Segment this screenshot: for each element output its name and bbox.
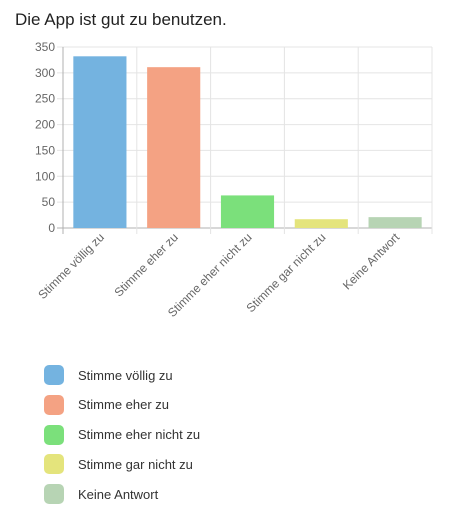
legend-label: Stimme gar nicht zu: [78, 456, 193, 472]
legend-item[interactable]: Keine Antwort: [44, 484, 200, 504]
bar[interactable]: [294, 219, 348, 228]
y-tick-label: 350: [35, 40, 55, 54]
bar[interactable]: [147, 67, 201, 228]
bar[interactable]: [220, 195, 275, 228]
legend-label: Keine Antwort: [78, 486, 159, 502]
legend-item[interactable]: Stimme eher zu: [44, 394, 200, 415]
legend-label: Stimme eher zu: [78, 397, 170, 413]
y-axis-ticks: 0 50 100 150 200 250 300 350: [35, 40, 55, 235]
y-tick-label: 250: [35, 92, 55, 106]
bar[interactable]: [73, 56, 127, 229]
legend-label: Stimme eher nicht zu: [78, 427, 201, 442]
legend-item[interactable]: Stimme eher nicht zu: [44, 424, 201, 445]
legend-label: Stimme völlig zu: [78, 367, 173, 383]
y-tick-label: 300: [35, 66, 55, 80]
x-tick-label: Stimme eher nicht zu: [165, 230, 255, 320]
chart-legend: Stimme völlig zu Stimme eher zu Stimme ehe…: [44, 365, 200, 514]
legend-swatch: [44, 454, 64, 475]
y-tick-label: 100: [35, 169, 55, 183]
x-tick-label: Stimme eher zu: [112, 230, 181, 299]
legend-swatch: [44, 394, 64, 415]
bar[interactable]: [368, 217, 422, 228]
legend-item[interactable]: Stimme völlig zu: [44, 365, 200, 385]
legend-swatch: [44, 424, 64, 445]
legend-swatch: [44, 365, 64, 385]
legend-swatch: [44, 484, 64, 504]
x-tick-label: Stimme gar nicht zu: [244, 230, 329, 315]
x-tick-label: Keine Antwort: [340, 230, 403, 293]
legend-item[interactable]: Stimme gar nicht zu: [44, 454, 200, 475]
x-tick-label: Stimme völlig zu: [35, 230, 107, 302]
y-tick-label: 50: [42, 195, 56, 209]
y-tick-label: 150: [35, 143, 55, 157]
y-tick-label: 0: [48, 221, 55, 235]
y-tick-label: 200: [35, 118, 55, 132]
bars: [73, 56, 422, 229]
chart-title: Die App ist gut zu benutzen.: [15, 10, 227, 29]
